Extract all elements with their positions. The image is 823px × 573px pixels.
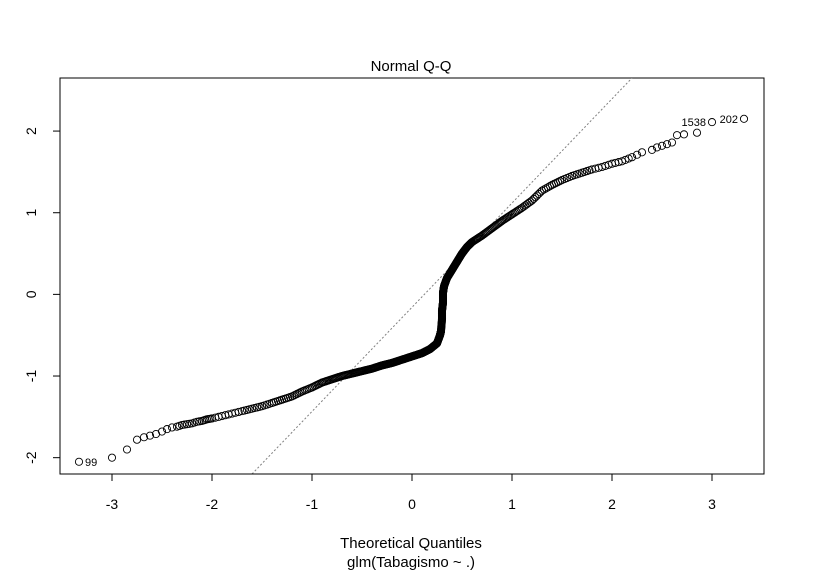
data-point [541, 184, 551, 193]
x-tick-label: -1 [306, 496, 319, 512]
x-tick-label: 1 [508, 496, 516, 512]
plot-border [59, 77, 765, 475]
data-point [74, 457, 84, 466]
data-point [539, 185, 549, 194]
y-tick-label: 2 [23, 127, 39, 135]
plot-area: 99 1538 202 [59, 77, 765, 475]
data-point [162, 425, 172, 434]
data-point [132, 435, 142, 444]
data-point [553, 177, 563, 187]
chart-subtitle: glm(Tabagismo ~ .) [347, 554, 475, 571]
data-point [667, 138, 677, 147]
data-point [627, 153, 637, 162]
data-point [662, 140, 672, 149]
data-point [139, 433, 149, 442]
chart-title: Normal Q-Q [371, 58, 452, 75]
data-point [652, 143, 662, 152]
data-point [657, 141, 667, 150]
point-label: 1538 [682, 117, 706, 129]
x-tick-label: 3 [708, 496, 716, 512]
x-tick-label: 2 [608, 496, 616, 512]
data-point [632, 150, 642, 159]
data-point [157, 427, 167, 436]
y-axis: -2 -1 0 1 2 [23, 127, 61, 464]
data-point [647, 145, 657, 154]
data-point [679, 130, 689, 139]
data-point [145, 431, 155, 440]
point-label: 202 [720, 114, 738, 126]
data-point [234, 407, 243, 417]
data-point [195, 417, 204, 426]
data-point [506, 211, 515, 220]
data-points [74, 114, 749, 466]
x-axis: -3 -2 -1 0 1 2 3 [106, 473, 716, 512]
y-tick-label: -1 [23, 370, 39, 383]
data-point [177, 420, 187, 430]
data-point [555, 176, 565, 186]
data-point [537, 186, 547, 195]
point-label: 99 [85, 457, 97, 469]
data-point [107, 453, 117, 462]
x-tick-label: 0 [408, 496, 416, 512]
data-point [707, 118, 717, 127]
point-labels: 99 1538 202 [85, 114, 738, 469]
data-point [182, 420, 192, 429]
data-point [167, 423, 177, 432]
data-point [122, 445, 132, 454]
y-tick-label: 1 [23, 209, 39, 217]
data-point [672, 131, 682, 140]
y-tick-label: -2 [23, 451, 39, 464]
data-point [180, 420, 189, 429]
x-tick-label: -3 [106, 496, 119, 512]
data-point [185, 419, 194, 428]
data-point [637, 148, 647, 157]
y-tick-label: 0 [23, 290, 39, 298]
reference-line [251, 78, 633, 474]
data-point [692, 128, 702, 137]
x-tick-label: -2 [206, 496, 219, 512]
data-point [543, 183, 553, 192]
data-point [739, 114, 749, 123]
qq-reference-line [251, 78, 633, 474]
x-axis-label: Theoretical Quantiles [340, 535, 482, 552]
